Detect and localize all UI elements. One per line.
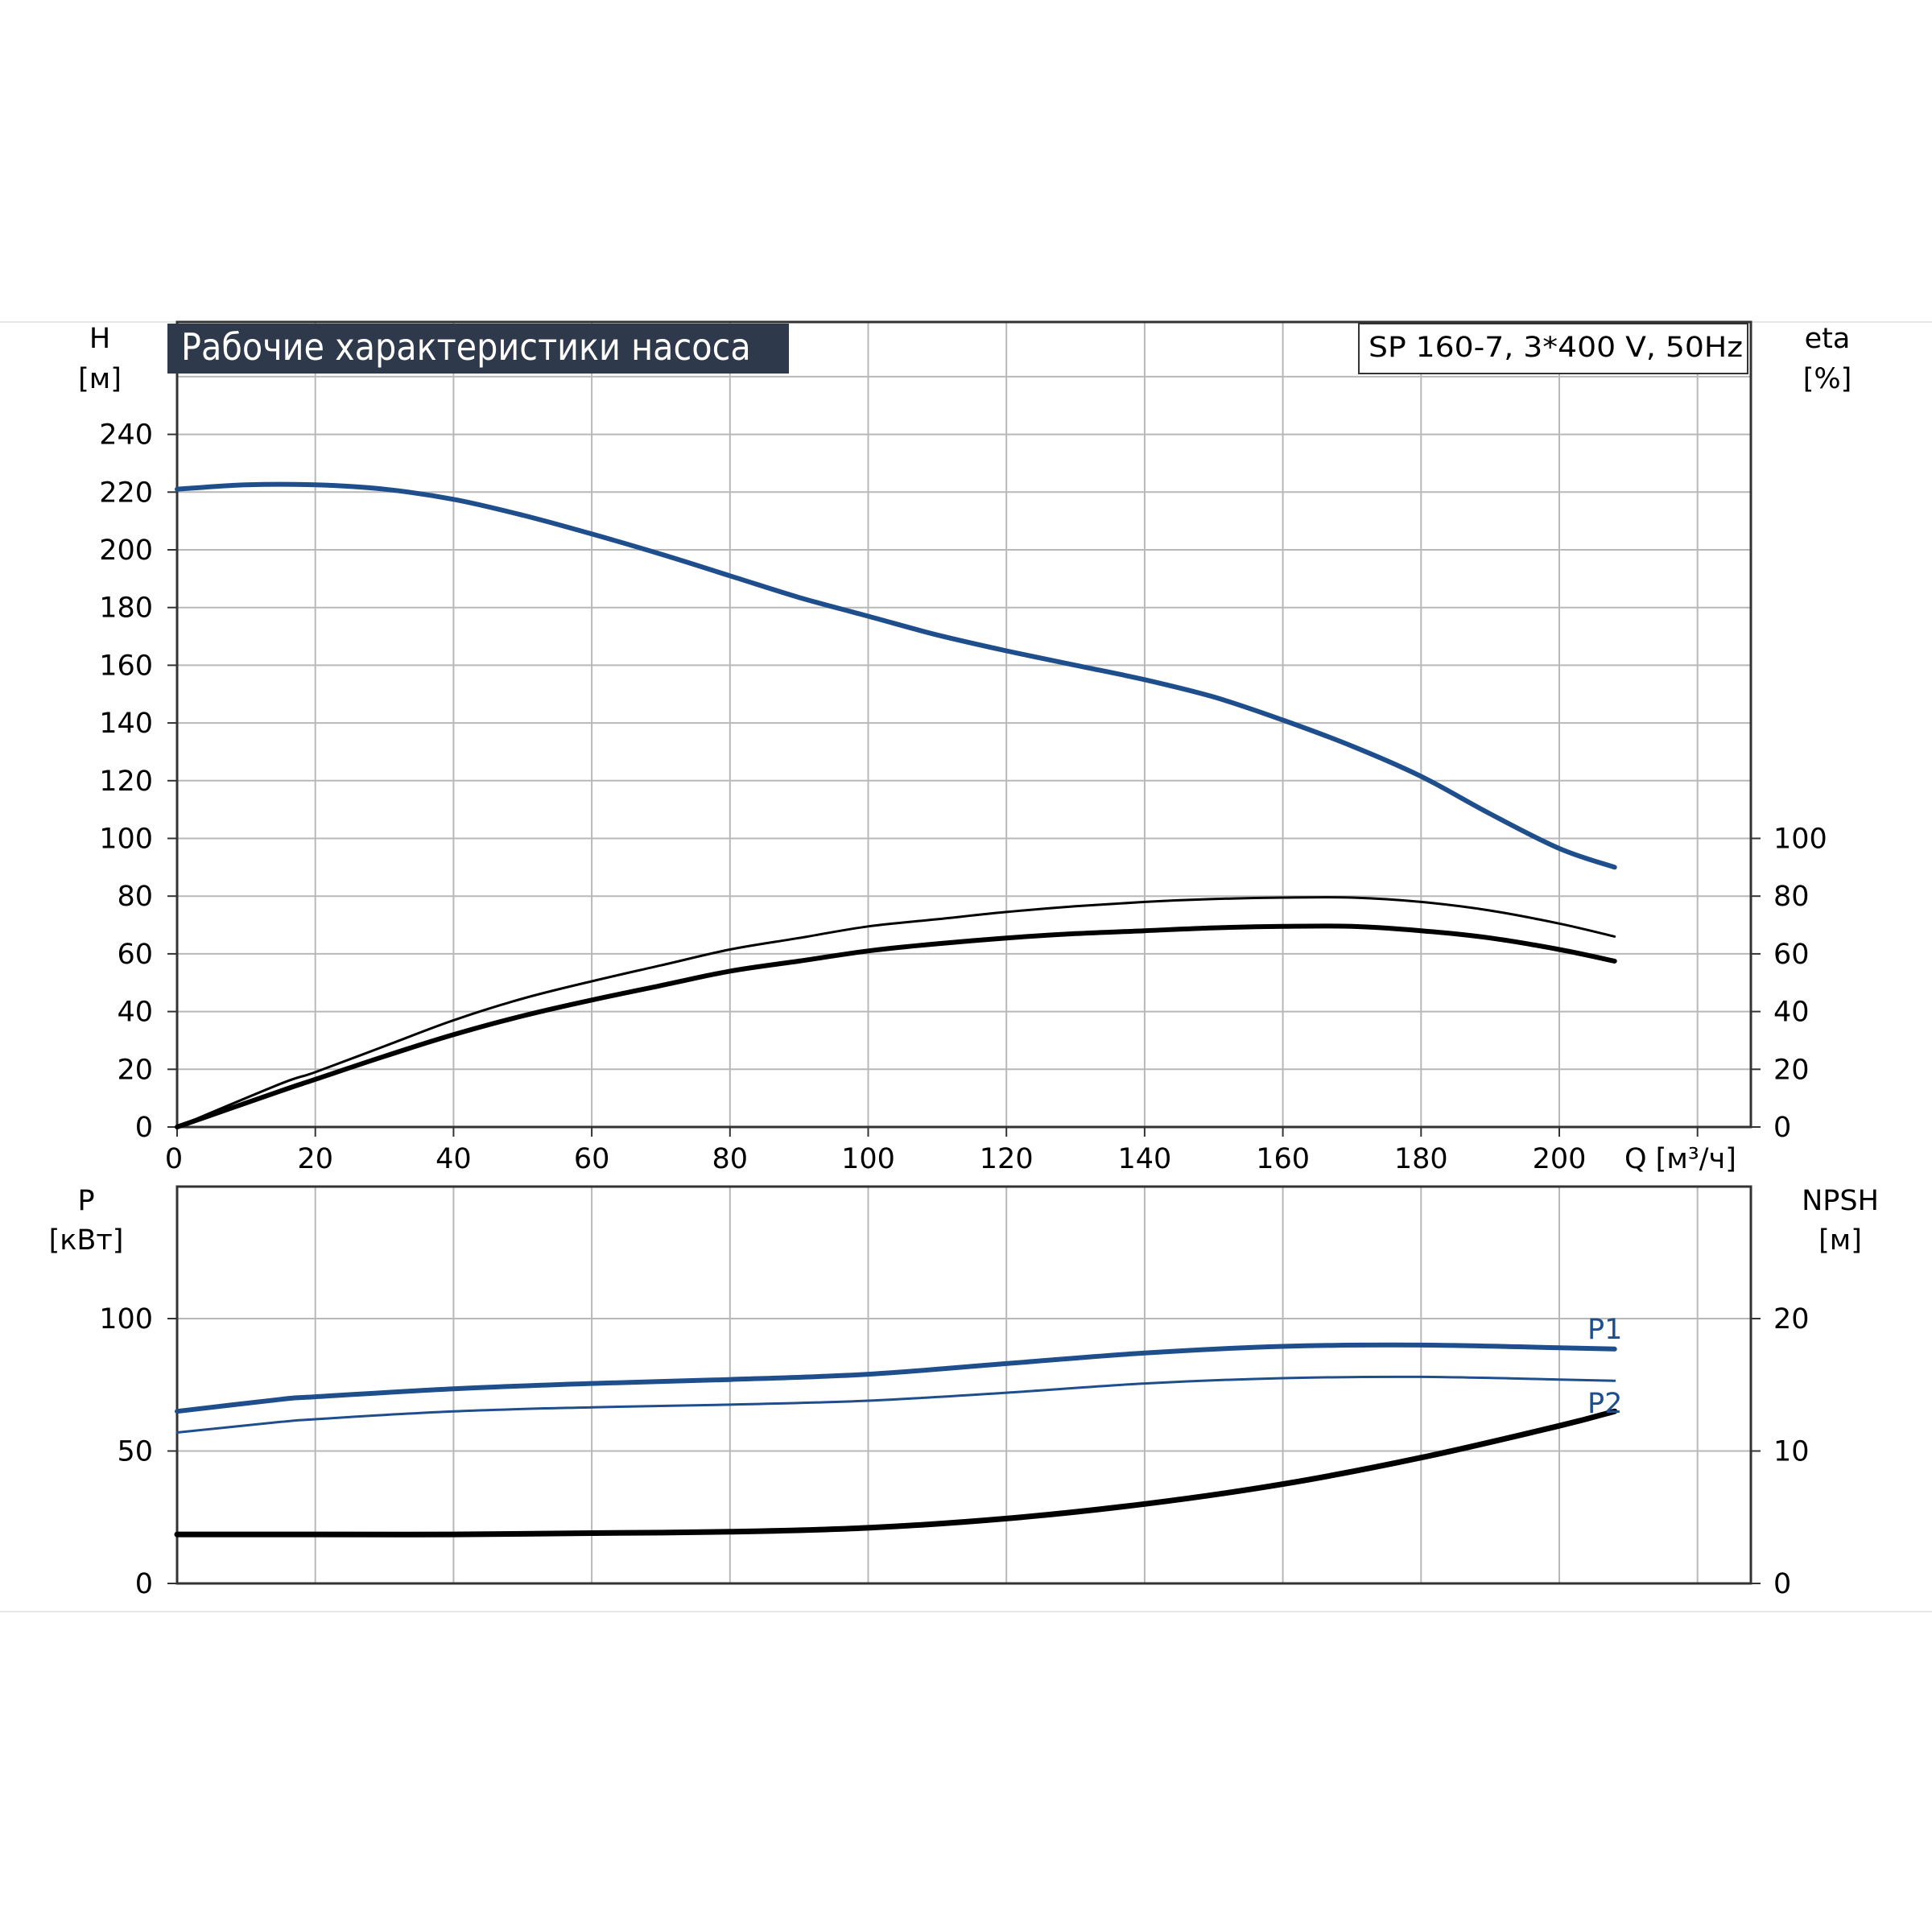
top-right-tick-label: 80 — [1773, 881, 1810, 913]
top-left-tick-label: 0 — [135, 1112, 153, 1144]
p2-power-curve — [175, 1375, 1616, 1434]
top-left-tick-label: 40 — [117, 997, 153, 1029]
chart-subtitle: SP 160-7, 3*400 V, 50Hz — [1368, 332, 1743, 364]
bottom-left-axis-unit: [кВт] — [49, 1224, 124, 1257]
top-right-tick-label: 0 — [1773, 1112, 1791, 1144]
top-grid — [177, 322, 1751, 1127]
x-tick-label: 60 — [574, 1143, 610, 1175]
top-left-axis-title: H — [89, 323, 110, 355]
head-curve — [175, 481, 1617, 870]
bottom-left-tick-label: 0 — [135, 1568, 153, 1600]
top-right-axis-title: eta — [1805, 323, 1851, 355]
x-tick-label: 140 — [1117, 1143, 1171, 1175]
top-left-tick-label: 20 — [117, 1054, 153, 1086]
top-left-tick-label: 100 — [99, 824, 153, 856]
top-right-tick-label: 40 — [1773, 997, 1810, 1029]
x-tick-label: 200 — [1533, 1143, 1587, 1175]
top-left-tick-label: 160 — [99, 650, 153, 682]
bottom-right-tick-label: 20 — [1773, 1303, 1810, 1335]
top-left-tick-label: 60 — [117, 939, 153, 971]
bottom-left-axis-title: P — [77, 1185, 94, 1217]
bottom-grid — [177, 1187, 1751, 1583]
bottom-left-tick-label: 50 — [117, 1436, 153, 1468]
top-series — [175, 481, 1617, 1129]
top-left-tick-label: 80 — [117, 881, 153, 913]
x-axis-title: Q [м³/ч] — [1624, 1143, 1736, 1175]
top-left-tick-label: 180 — [99, 592, 153, 625]
top-left-axis-unit: [м] — [78, 363, 122, 395]
x-tick-label: 120 — [980, 1143, 1034, 1175]
top-left-tick-label: 200 — [99, 535, 153, 567]
npsh-curve — [174, 1408, 1618, 1538]
top-left-tick-label: 240 — [99, 419, 153, 452]
bottom-ticks: 0 50 100 0 10 20 — [99, 1303, 1809, 1600]
p1-series-label: P1 — [1587, 1314, 1622, 1346]
x-tick-label: 100 — [841, 1143, 895, 1175]
x-tick-label: 40 — [436, 1143, 472, 1175]
p1-power-curve — [175, 1342, 1617, 1414]
x-tick-label: 160 — [1256, 1143, 1310, 1175]
x-tick-label: 80 — [712, 1143, 749, 1175]
model-box — [1358, 323, 1748, 374]
bottom-plot-frame — [175, 1185, 1752, 1585]
bottom-right-tick-label: 10 — [1773, 1436, 1810, 1468]
p2-series-label: P2 — [1587, 1388, 1622, 1420]
efficiency-total-curve — [175, 923, 1617, 1129]
top-plot-frame — [175, 320, 1752, 1129]
x-tick-label: 180 — [1394, 1143, 1448, 1175]
top-left-tick-label: 120 — [99, 766, 153, 798]
bottom-left-tick-label: 100 — [99, 1303, 153, 1335]
chart-title: Рабочие характеристики насоса — [181, 325, 751, 369]
bottom-right-axis-unit: [м] — [1818, 1224, 1862, 1257]
efficiency-curve — [175, 896, 1616, 1129]
bottom-right-tick-label: 0 — [1773, 1568, 1791, 1600]
top-left-tick-label: 140 — [99, 708, 153, 740]
top-right-axis-unit: [%] — [1803, 363, 1852, 395]
x-tick-label: 20 — [297, 1143, 333, 1175]
top-right-tick-label: 20 — [1773, 1054, 1810, 1086]
top-right-tick-label: 100 — [1773, 824, 1827, 856]
top-left-tick-label: 220 — [99, 477, 153, 509]
top-ticks: 0204060801001201401601802002202400204060… — [99, 419, 1827, 1175]
bottom-series — [174, 1342, 1618, 1538]
x-tick-label: 0 — [165, 1143, 183, 1175]
bottom-right-axis-title: NPSH — [1802, 1185, 1879, 1217]
chart-title-box — [167, 324, 789, 374]
top-right-tick-label: 60 — [1773, 939, 1810, 971]
